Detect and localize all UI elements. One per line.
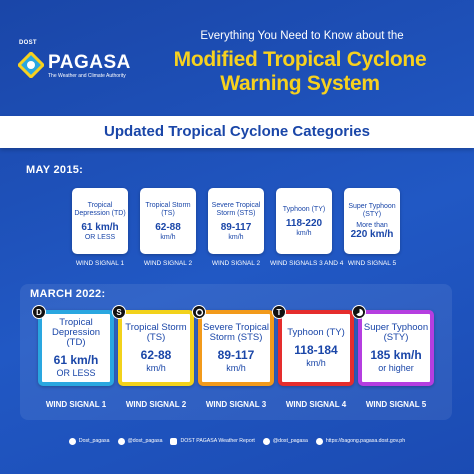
band-title: Updated Tropical Cyclone Categories	[104, 123, 370, 140]
may-card-td: Tropical Depression (TD) 61 km/h OR LESS	[72, 188, 128, 254]
card-unit: km/h	[296, 229, 312, 237]
title-line-2: Warning System	[220, 72, 380, 95]
card-value: 62-88	[140, 348, 172, 362]
card-name: Super Typhoon (STY)	[348, 202, 396, 218]
footer-text: DOST PAGASA Weather Report	[180, 438, 255, 444]
card-unit: km/h	[146, 363, 166, 373]
card-unit: km/h	[228, 233, 244, 241]
mar-card-sts: Severe Tropical Storm (STS) 89-117 km/h	[198, 310, 274, 386]
may-signal-3-4: WIND SIGNALS 3 AND 4	[270, 260, 344, 267]
page-title: Modified Tropical Cyclone Warning System	[140, 48, 460, 96]
mar-signal-3: WIND SIGNAL 3	[205, 400, 267, 409]
mar-signal-2: WIND SIGNAL 2	[125, 400, 187, 409]
card-value: 118-184	[294, 343, 338, 357]
pagasa-logo-icon	[18, 52, 44, 78]
card-unit: km/h	[226, 363, 246, 373]
may-signal-2: WIND SIGNAL 2	[143, 260, 193, 267]
typhoon-badge-icon: T	[272, 305, 286, 319]
title-line-1: Modified Tropical Cyclone	[173, 48, 427, 71]
may-card-sty: Super Typhoon (STY) More than 220 km/h	[344, 188, 400, 254]
card-value: 185 km/h	[370, 348, 422, 362]
footer-website[interactable]: https://bagong.pagasa.dost.gov.ph	[315, 437, 406, 445]
super-typhoon-badge-icon	[352, 305, 366, 319]
may-2015-label: MAY 2015:	[26, 164, 84, 176]
depression-badge-icon: D	[32, 305, 46, 319]
tiktok-icon	[262, 437, 270, 445]
card-value: 220 km/h	[350, 228, 394, 240]
card-unit: OR LESS	[84, 233, 116, 241]
may-signal-5: WIND SIGNAL 5	[347, 260, 397, 267]
footer-text: @dost_pagasa	[272, 438, 308, 444]
card-name: Super Typhoon (STY)	[363, 322, 429, 343]
may-card-ts: Tropical Storm (TS) 62-88 km/h	[140, 188, 196, 254]
social-footer: Dost_pagasa @dost_pagasa DOST PAGASA Wea…	[0, 432, 474, 450]
card-unit: More than	[356, 221, 388, 229]
card-name: Severe Tropical Storm (STS)	[202, 322, 269, 343]
mar-card-ts: Tropical Storm (TS) 62-88 km/h	[118, 310, 194, 386]
card-name: Tropical Storm (TS)	[145, 201, 191, 217]
facebook-icon	[68, 437, 76, 445]
march-2022-label: MARCH 2022:	[30, 288, 106, 300]
card-unit: km/h	[160, 233, 176, 241]
card-unit: or higher	[378, 363, 414, 373]
card-value: 61 km/h	[53, 353, 99, 367]
mar-signal-5: WIND SIGNAL 5	[365, 400, 427, 409]
twitter-icon	[117, 437, 125, 445]
footer-twitter[interactable]: @dost_pagasa	[117, 437, 163, 445]
card-name: Severe Tropical Storm (STS)	[211, 201, 261, 217]
card-unit: OR LESS	[56, 368, 96, 378]
footer-youtube[interactable]: DOST PAGASA Weather Report	[170, 437, 255, 445]
org-name: PAGASA	[48, 52, 131, 73]
org-tagline: The Weather and Climate Authority	[48, 73, 126, 79]
globe-icon	[315, 437, 323, 445]
card-name: Tropical Depression (TD)	[51, 317, 101, 348]
card-name: Tropical Depression (TD)	[74, 201, 126, 217]
header-kicker: Everything You Need to Know about the	[200, 30, 404, 42]
may-signal-1: WIND SIGNAL 1	[75, 260, 125, 267]
may-signal-2b: WIND SIGNAL 2	[211, 260, 261, 267]
may-card-ty: Typhoon (TY) 118-220 km/h	[276, 188, 332, 254]
org-small-label: DOST	[19, 40, 37, 46]
mar-card-td: Tropical Depression (TD) 61 km/h OR LESS	[38, 310, 114, 386]
pagasa-logo: DOST PAGASA The Weather and Climate Auth…	[14, 40, 144, 84]
card-value: 89-117	[217, 348, 255, 362]
card-name: Typhoon (TY)	[287, 327, 345, 338]
card-name: Typhoon (TY)	[282, 205, 326, 213]
footer-tiktok[interactable]: @dost_pagasa	[262, 437, 308, 445]
storm-badge-icon: S	[112, 305, 126, 319]
footer-text: Dost_pagasa	[78, 438, 110, 444]
may-card-sts: Severe Tropical Storm (STS) 89-117 km/h	[208, 188, 264, 254]
footer-text: @dost_pagasa	[127, 438, 163, 444]
card-value: 118-220	[285, 217, 323, 229]
card-value: 61 km/h	[81, 221, 119, 233]
mar-card-ty: Typhoon (TY) 118-184 km/h	[278, 310, 354, 386]
footer-text: https://bagong.pagasa.dost.gov.ph	[325, 438, 406, 444]
footer-facebook[interactable]: Dost_pagasa	[68, 437, 110, 445]
mar-card-sty: Super Typhoon (STY) 185 km/h or higher	[358, 310, 434, 386]
card-name: Tropical Storm (TS)	[125, 322, 187, 343]
severe-storm-badge-icon	[192, 305, 206, 319]
mar-signal-1: WIND SIGNAL 1	[45, 400, 107, 409]
card-value: 89-117	[220, 221, 252, 233]
card-value: 62-88	[155, 221, 181, 233]
mar-signal-4: WIND SIGNAL 4	[285, 400, 347, 409]
youtube-icon	[170, 437, 178, 445]
card-unit: km/h	[306, 358, 326, 368]
section-band: Updated Tropical Cyclone Categories	[0, 116, 474, 148]
